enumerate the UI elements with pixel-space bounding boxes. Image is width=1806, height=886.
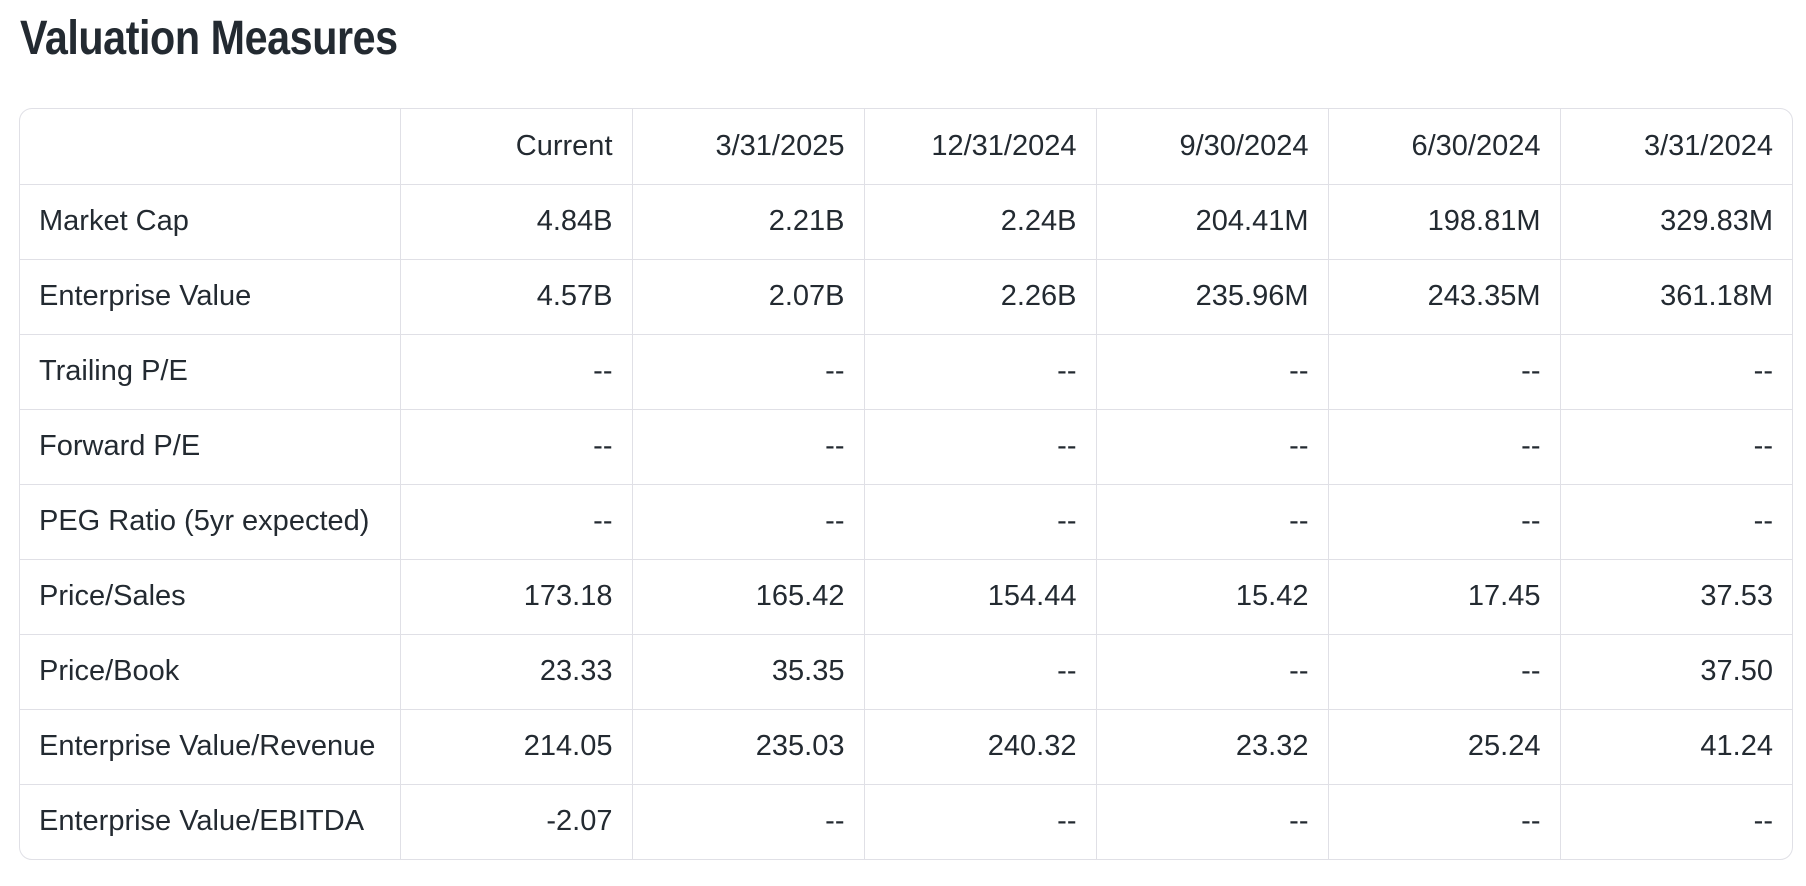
metric-value: -- (863, 483, 1096, 559)
metric-value: -- (863, 783, 1096, 859)
metric-label: Market Cap (20, 183, 400, 259)
metric-value: 17.45 (1327, 558, 1560, 634)
metric-value: 15.42 (1095, 558, 1328, 634)
page-title: Valuation Measures (20, 12, 398, 65)
metric-value: -- (1327, 333, 1560, 409)
metric-value: 204.41M (1095, 183, 1328, 259)
metric-value: -- (399, 333, 632, 409)
metric-value: 23.32 (1095, 708, 1328, 784)
metric-value: 165.42 (631, 558, 864, 634)
valuation-table: Current 3/31/2025 12/31/2024 9/30/2024 6/30/… (20, 109, 1792, 859)
metric-label: Enterprise Value (20, 258, 400, 334)
table-row: Trailing P/E -- -- -- -- -- -- (20, 333, 1792, 409)
metric-value: -- (1559, 333, 1792, 409)
metric-label: Enterprise Value/EBITDA (20, 783, 400, 859)
column-header: 3/31/2024 (1559, 109, 1792, 184)
metric-value: 25.24 (1327, 708, 1560, 784)
metric-value: -- (631, 483, 864, 559)
metric-value: 2.24B (863, 183, 1096, 259)
statistics-page: Valuation Measures Current 3/31/2025 12/31… (19, 12, 1793, 860)
metric-label: Enterprise Value/Revenue (20, 708, 400, 784)
table-row: Price/Book 23.33 35.35 -- -- -- 37.50 (20, 633, 1792, 709)
metric-value: 2.26B (863, 258, 1096, 334)
metric-value: -- (399, 483, 632, 559)
column-header: 12/31/2024 (863, 109, 1096, 184)
table-row: PEG Ratio (5yr expected) -- -- -- -- -- -- (20, 483, 1792, 559)
metric-value: -- (1559, 483, 1792, 559)
column-header: 9/30/2024 (1095, 109, 1328, 184)
table-row: Enterprise Value/Revenue 214.05 235.03 240.… (20, 708, 1792, 784)
metric-label: Forward P/E (20, 408, 400, 484)
metric-value: -- (631, 408, 864, 484)
metric-value: 2.21B (631, 183, 864, 259)
metric-value: -- (863, 408, 1096, 484)
metric-value: -- (631, 783, 864, 859)
metric-value: -- (1559, 783, 1792, 859)
metric-label: Price/Sales (20, 558, 400, 634)
metric-value: -- (1095, 333, 1328, 409)
table-row: Price/Sales 173.18 165.42 154.44 15.42 17.45 3… (20, 558, 1792, 634)
metric-value: 37.53 (1559, 558, 1792, 634)
metric-value: 235.96M (1095, 258, 1328, 334)
metric-value: 214.05 (399, 708, 632, 784)
metric-value: -- (1095, 633, 1328, 709)
metric-value: -- (631, 333, 864, 409)
metric-label: PEG Ratio (5yr expected) (20, 483, 400, 559)
metric-value: -- (1327, 633, 1560, 709)
metric-value: 235.03 (631, 708, 864, 784)
table-row: Enterprise Value/EBITDA -2.07 -- -- -- -- -- (20, 783, 1792, 859)
metric-value: -- (863, 333, 1096, 409)
row-label-header (20, 109, 400, 184)
metric-value: 240.32 (863, 708, 1096, 784)
table-row: Forward P/E -- -- -- -- -- -- (20, 408, 1792, 484)
table-row: Enterprise Value 4.57B 2.07B 2.26B 235.96M 24… (20, 258, 1792, 334)
metric-value: 329.83M (1559, 183, 1792, 259)
metric-label: Trailing P/E (20, 333, 400, 409)
column-header: Current (399, 109, 632, 184)
metric-value: 41.24 (1559, 708, 1792, 784)
metric-value: 361.18M (1559, 258, 1792, 334)
metric-value: -- (1559, 408, 1792, 484)
metric-value: -- (1327, 408, 1560, 484)
column-header: 3/31/2025 (631, 109, 864, 184)
metric-value: 198.81M (1327, 183, 1560, 259)
metric-value: -- (863, 633, 1096, 709)
metric-value: 173.18 (399, 558, 632, 634)
metric-value: 23.33 (399, 633, 632, 709)
column-header: 6/30/2024 (1327, 109, 1560, 184)
table-row: Market Cap 4.84B 2.21B 2.24B 204.41M 198.81M 3… (20, 183, 1792, 259)
metric-value: 35.35 (631, 633, 864, 709)
metric-value: 37.50 (1559, 633, 1792, 709)
metric-value: 4.57B (399, 258, 632, 334)
metric-value: -- (1327, 783, 1560, 859)
metric-value: -- (1327, 483, 1560, 559)
metric-value: -- (1095, 408, 1328, 484)
valuation-measures-table: Current 3/31/2025 12/31/2024 9/30/2024 6/30/… (19, 108, 1793, 860)
metric-value: -2.07 (399, 783, 632, 859)
metric-value: -- (1095, 483, 1328, 559)
metric-value: -- (1095, 783, 1328, 859)
table-header-row: Current 3/31/2025 12/31/2024 9/30/2024 6/30/… (20, 109, 1792, 184)
metric-value: 4.84B (399, 183, 632, 259)
metric-label: Price/Book (20, 633, 400, 709)
metric-value: 2.07B (631, 258, 864, 334)
metric-value: -- (399, 408, 632, 484)
metric-value: 154.44 (863, 558, 1096, 634)
metric-value: 243.35M (1327, 258, 1560, 334)
